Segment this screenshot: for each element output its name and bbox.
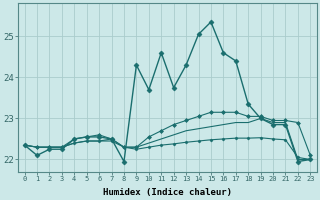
X-axis label: Humidex (Indice chaleur): Humidex (Indice chaleur) [103, 188, 232, 197]
